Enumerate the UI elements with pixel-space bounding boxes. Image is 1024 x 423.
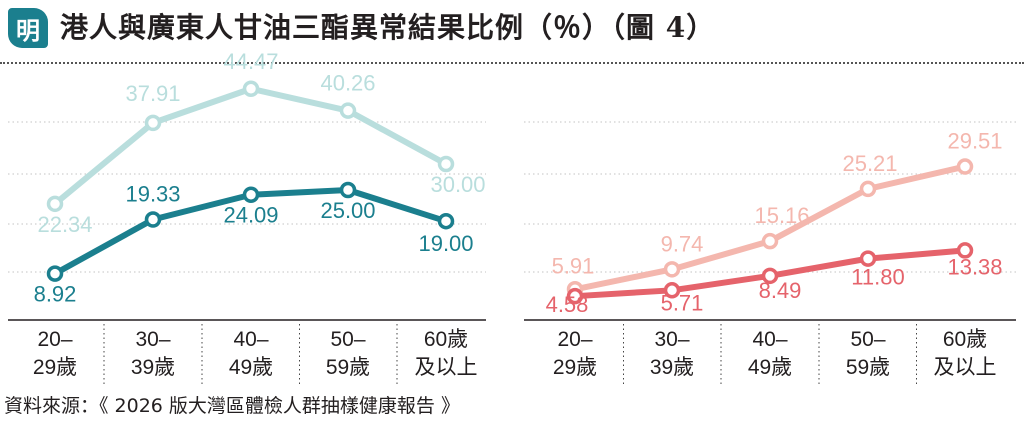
x-tick-label: 20– 29歲 (33, 328, 77, 379)
x-tick-label: 50– 59歲 (846, 328, 890, 379)
data-point (859, 250, 877, 267)
logo-badge: 明 (8, 8, 48, 48)
data-point (437, 212, 455, 230)
data-point (242, 186, 260, 203)
data-point (339, 181, 357, 199)
title-divider (0, 62, 1024, 64)
title-bar: 明 港人與廣東人甘油三酯異常結果比例（％）（圖 4） (0, 0, 1024, 58)
data-label: 5.91 (552, 253, 595, 278)
data-point (46, 195, 64, 213)
data-label: 8.92 (34, 282, 77, 307)
data-label: 22.34 (37, 212, 92, 237)
data-label: 19.00 (418, 231, 473, 256)
data-label: 40.26 (320, 71, 375, 96)
data-label: 24.09 (223, 203, 278, 228)
x-tick-label: 30– 39歲 (650, 328, 694, 379)
data-label: 5.71 (661, 290, 704, 315)
data-label: 13.38 (947, 254, 1002, 279)
data-label: 15.16 (754, 203, 809, 228)
data-label: 19.33 (125, 181, 180, 206)
data-point (437, 155, 455, 173)
data-label: 4.58 (546, 292, 589, 317)
x-tick-label: 40– 49歲 (229, 328, 273, 379)
data-point (761, 267, 779, 285)
x-tick-label: 20– 29歲 (553, 328, 597, 379)
data-point (144, 211, 162, 228)
chart-area: 20– 29歲 30– 39歲 40– 49歲 50– 59歲 60歲及以上 22.34 37.91… (8, 49, 1016, 384)
data-label: 29.51 (947, 129, 1002, 154)
data-point (566, 287, 584, 305)
chart-title: 港人與廣東人甘油三酯異常結果比例（％）（圖 4） (60, 11, 716, 44)
x-tick-label: 30– 39歲 (131, 328, 175, 379)
x-tick-label: 60歲及以上 (415, 328, 478, 379)
data-point (663, 261, 681, 278)
data-label: 37.91 (125, 81, 180, 106)
data-point (956, 242, 974, 259)
data-label: 9.74 (661, 231, 704, 256)
data-label: 25.00 (320, 198, 375, 223)
data-label: 44.47 (223, 49, 278, 74)
x-tick-label: 50– 59歲 (326, 328, 370, 379)
data-point (761, 232, 779, 250)
data-point (956, 158, 974, 175)
data-point (242, 80, 260, 98)
data-label: 25.21 (842, 151, 897, 176)
x-tick-label: 60歲及以上 (934, 328, 997, 379)
data-point (144, 114, 162, 132)
data-point (46, 265, 64, 282)
data-point (339, 102, 357, 119)
data-point (859, 180, 877, 198)
source-note: 資料來源：《 2026 版大灣區體檢人群抽樣健康報告 》 (4, 395, 460, 417)
data-label: 30.00 (430, 172, 485, 197)
data-label: 11.80 (851, 265, 904, 290)
data-point (663, 282, 681, 299)
x-tick-label: 40– 49歲 (748, 328, 792, 379)
data-label: 8.49 (759, 278, 802, 303)
